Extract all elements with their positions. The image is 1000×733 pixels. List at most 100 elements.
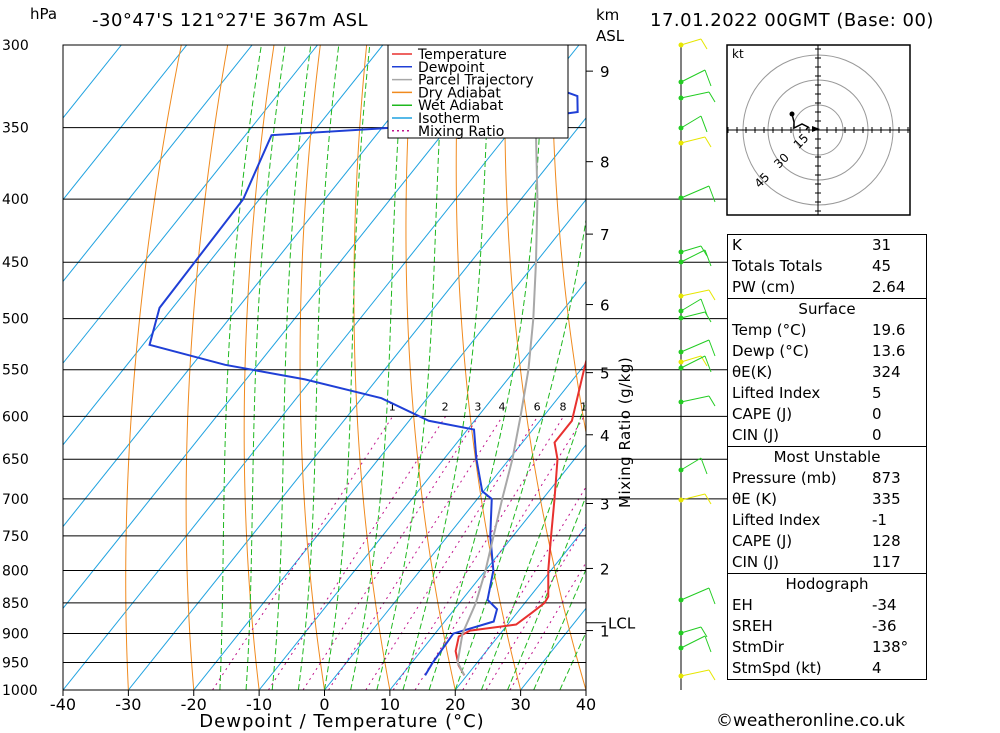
index-value: -1 (872, 511, 887, 529)
index-name: Lifted Index (732, 511, 821, 529)
isotherm-line (63, 45, 515, 610)
index-name: Lifted Index (732, 384, 821, 402)
wind-barb-flag (704, 355, 712, 373)
mixing-ratio-label: 2 (442, 400, 449, 413)
height-unit-label: km (596, 6, 619, 24)
wind-barb (680, 355, 702, 363)
wet-adiabat-line (245, 45, 286, 690)
mixing-ratio-label: 1 (389, 400, 396, 413)
index-name: CIN (J) (732, 426, 780, 444)
legend-label: Dry Adiabat (418, 85, 501, 101)
mixing-ratio-line (302, 416, 479, 690)
hodograph-unit-label: kt (732, 47, 744, 61)
pressure-tick-label: 450 (2, 255, 29, 271)
index-row: Lifted Index 5 (728, 383, 927, 404)
wind-barb (680, 69, 706, 83)
index-value: 324 (872, 363, 901, 381)
pressure-tick-label: 950 (2, 656, 29, 672)
index-row: Temp (°C) 19.6 (728, 320, 927, 341)
dry-adiabat-line (353, 45, 391, 690)
dry-adiabat-line (125, 45, 182, 690)
pressure-tick-label: 350 (2, 121, 29, 137)
index-value: 31 (872, 236, 892, 254)
wind-barb (680, 249, 706, 263)
wind-barb (680, 493, 706, 501)
legend-box (387, 44, 569, 139)
index-row: StmDir 138° (728, 637, 927, 658)
isotherm-line (63, 45, 318, 364)
x-tick-label: -30 (115, 695, 141, 714)
x-tick-label: -10 (246, 695, 272, 714)
height-tick-label: 9 (600, 63, 610, 81)
index-row: θE(K) 324 (728, 362, 927, 383)
height-tick-label: 8 (600, 154, 610, 172)
index-value: 128 (872, 532, 901, 550)
credit-text: ©weatheronline.co.uk (716, 711, 906, 731)
wind-barb (680, 311, 706, 319)
index-value: -34 (872, 596, 897, 614)
legend-label: Dewpoint (418, 60, 485, 76)
datetime-title: 17.01.2022 00GMT (Base: 00) (650, 10, 934, 31)
dry-adiabat-line (923, 45, 1000, 690)
isotherm-line (63, 45, 449, 528)
wind-barb-flag (708, 289, 716, 301)
index-value: 335 (872, 490, 901, 508)
hodograph-trace-end (789, 111, 795, 117)
index-section-row: Surface (727, 298, 927, 320)
wind-barb-flag (708, 669, 716, 681)
isotherm-line (454, 525, 586, 690)
index-name: EH (732, 596, 753, 614)
index-section-row: Hodograph (727, 573, 927, 595)
pressure-unit-label: hPa (30, 5, 57, 23)
wind-barb (680, 136, 706, 144)
wind-barb-flag (704, 249, 712, 267)
lcl-label: LCL (608, 615, 636, 633)
wind-barb (680, 298, 702, 312)
wet-adiabat-line (402, 45, 492, 690)
wind-barb-flag (704, 69, 712, 87)
mixing-ratio-label: 4 (498, 400, 505, 413)
wind-barb (680, 457, 702, 471)
pressure-tick-label: 650 (2, 452, 29, 468)
x-tick-label: 30 (510, 695, 530, 714)
index-value: 0 (872, 426, 882, 444)
index-value: 19.6 (872, 321, 906, 339)
height-tick-label: 2 (600, 560, 610, 578)
wind-barb-flag (700, 115, 708, 133)
parcel-trajectory-profile (456, 45, 541, 676)
wind-barb-flag (708, 395, 716, 407)
index-row: Lifted Index -1 (728, 510, 927, 531)
mixing-ratio-label: 3 (474, 400, 481, 413)
index-row: EH -34 (728, 595, 927, 616)
pressure-tick-label: 550 (2, 363, 29, 379)
index-row: PW (cm) 2.64 (728, 277, 927, 299)
wet-adiabat-line (350, 45, 406, 690)
index-row: Pressure (mb) 873 (728, 468, 927, 489)
wind-barb (680, 245, 702, 253)
index-row: CIN (J) 0 (728, 425, 927, 447)
wind-barb (680, 395, 710, 403)
wet-adiabat-line (324, 45, 371, 690)
plot-frame (62, 44, 587, 691)
temperature-profile (454, 357, 586, 676)
index-name: Totals Totals (732, 257, 823, 275)
x-axis-title: Dewpoint / Temperature (°C) (199, 711, 484, 732)
height-unit-label-asl: ASL (596, 27, 625, 45)
wet-adiabat-line (271, 45, 312, 690)
isotherm-line (258, 280, 586, 690)
wind-barb (680, 669, 710, 677)
mixing-ratio-axis-title: Mixing Ratio (g/kg) (616, 357, 634, 508)
height-tick-label: 1 (600, 623, 610, 641)
index-name: SREH (732, 617, 773, 635)
mixing-ratio-label: 6 (534, 400, 541, 413)
x-tick-label: 0 (319, 695, 329, 714)
height-tick-label: 4 (600, 427, 610, 445)
pressure-tick-label: 300 (2, 38, 29, 54)
wind-barb-flag (704, 635, 712, 653)
storm-motion-marker (812, 126, 820, 132)
axes: 3003504004505005506006507007508008509009… (2, 5, 636, 732)
mixing-ratio-label: 8 (560, 400, 567, 413)
